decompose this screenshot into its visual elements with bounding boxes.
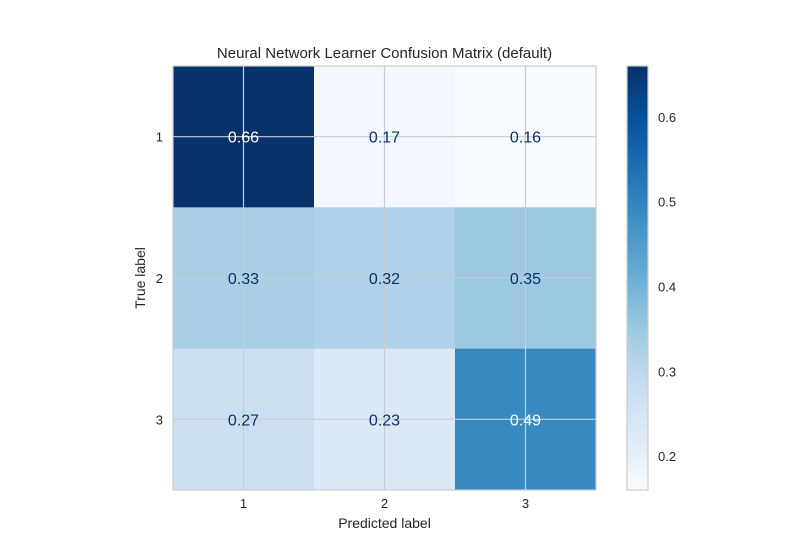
- colorbar-tick-labels: 0.2 0.3 0.4 0.5 0.6: [658, 110, 676, 464]
- x-tick-label: 3: [522, 496, 529, 511]
- plot-frame: [172, 65, 597, 491]
- heatmap-cell-labels: 0.66 0.17 0.16 0.33 0.32 0.35 0.27 0.23 0.49: [228, 130, 541, 430]
- cell-value-label: 0.33: [228, 271, 259, 288]
- cell-value-label: 0.66: [228, 130, 259, 147]
- heatmap-gridlines: [173, 66, 596, 490]
- x-axis-label: Predicted label: [338, 515, 431, 531]
- colorbar-tick-label: 0.5: [658, 195, 676, 210]
- cell-value-label: 0.27: [228, 412, 259, 429]
- cell-value-label: 0.23: [369, 412, 400, 429]
- x-tick-label: 2: [381, 496, 388, 511]
- y-tick-label: 1: [156, 130, 163, 145]
- colorbar-tick-label: 0.4: [658, 279, 676, 294]
- colorbar-tick-label: 0.3: [658, 364, 676, 379]
- cell-value-label: 0.32: [369, 271, 400, 288]
- cell-value-label: 0.35: [510, 271, 541, 288]
- colorbar: [626, 65, 649, 491]
- cell-value-label: 0.49: [510, 412, 541, 429]
- x-tick-label: 1: [240, 496, 247, 511]
- chart-title: Neural Network Learner Confusion Matrix …: [217, 45, 552, 62]
- cell-value-label: 0.16: [510, 130, 541, 147]
- y-axis-label: True label: [132, 247, 148, 309]
- y-tick-label: 2: [156, 271, 163, 286]
- colorbar-tick-label: 0.2: [658, 449, 676, 464]
- cell-value-label: 0.17: [369, 130, 400, 147]
- y-tick-labels: 1 2 3: [156, 130, 163, 428]
- colorbar-tick-label: 0.6: [658, 110, 676, 125]
- x-tick-labels: 1 2 3: [240, 496, 529, 511]
- y-tick-label: 3: [156, 412, 163, 427]
